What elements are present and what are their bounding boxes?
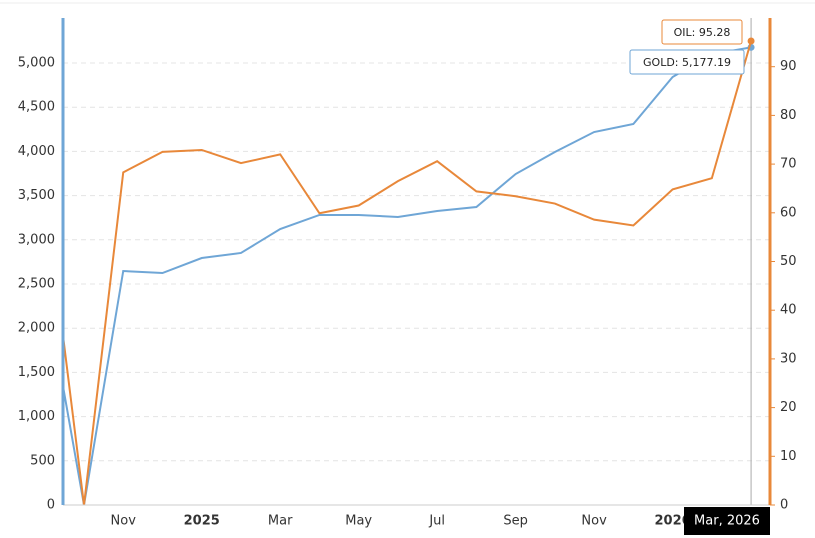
x-tooltip-text: Mar, 2026 [694,514,760,529]
x-tick-label: May [345,514,372,529]
y2-tick-label: 40 [780,303,797,318]
y-tick-label: 1,500 [18,365,55,380]
y-tick-label: 4,500 [18,100,55,115]
x-tooltip-box [684,507,770,535]
y-tick-label: 500 [30,453,55,468]
y-tick-label: 3,000 [18,232,55,247]
tooltip-text: OIL: 95.28 [674,26,731,39]
x-tick-label: Sep [503,514,528,529]
y2-tick-label: 60 [780,205,797,220]
y-tick-label: 1,000 [18,409,55,424]
y-tick-label: 5,000 [18,56,55,71]
x-tick-label: 2025 [184,514,220,529]
y-tick-label: 0 [47,498,55,513]
tooltip-text: GOLD: 5,177.19 [643,56,731,69]
y2-tick-label: 90 [780,59,797,74]
y2-tick-label: 30 [780,351,797,366]
y-tick-label: 2,000 [18,321,55,336]
x-tick-label: Mar [268,514,293,529]
y2-tick-label: 0 [780,498,788,513]
y2-tick-label: 70 [780,157,797,172]
x-tick-label: 2026 [655,514,691,529]
y-tick-label: 3,500 [18,188,55,203]
y-tick-label: 2,500 [18,277,55,292]
series-line [63,46,752,506]
y-tick-label: 4,000 [18,144,55,159]
y2-tick-label: 10 [780,449,797,464]
y2-tick-label: 50 [780,254,797,269]
x-tick-label: Nov [111,514,137,529]
y2-tick-label: 80 [780,108,797,123]
x-tick-label: Nov [581,514,607,529]
tooltip-box [661,19,743,45]
y2-tick-label: 20 [780,400,797,415]
tooltip-box [629,49,745,75]
hover-point [747,37,755,45]
x-tick-label: Jul [428,514,445,529]
series-line [63,40,753,506]
